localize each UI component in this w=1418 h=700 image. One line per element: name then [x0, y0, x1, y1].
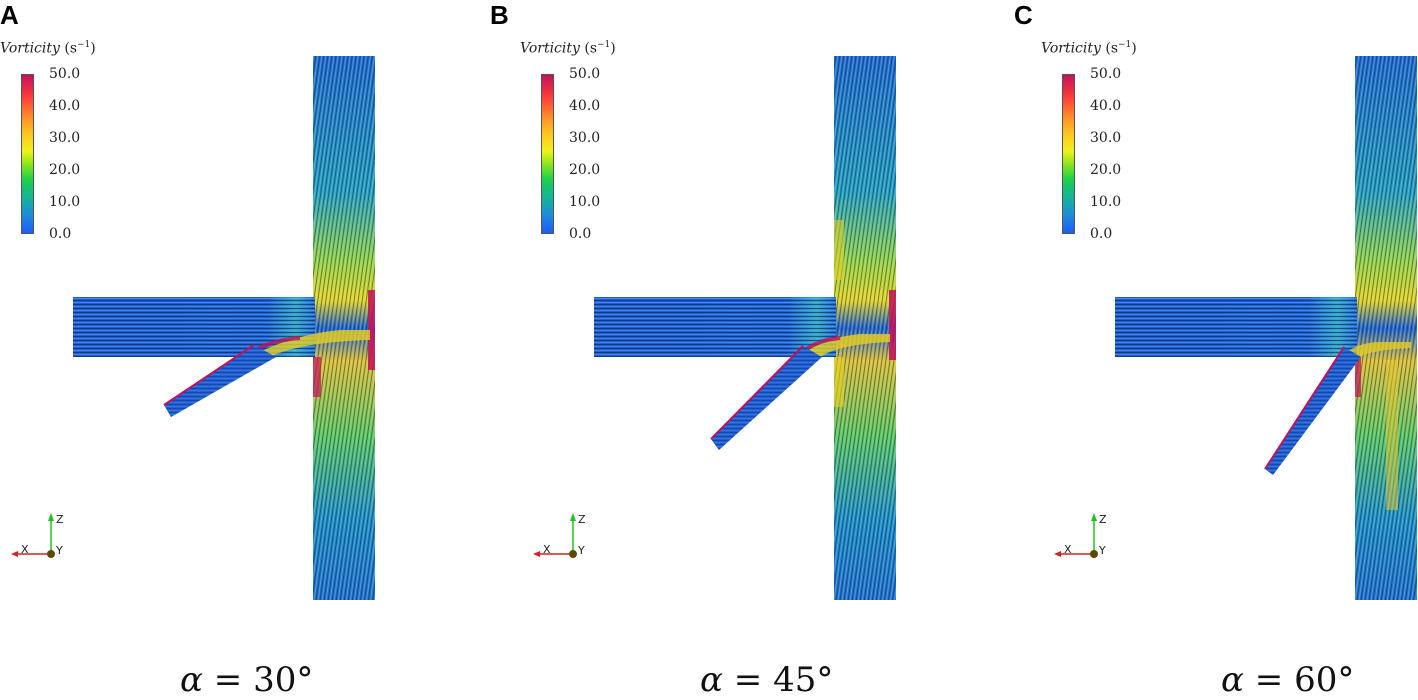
colorbar-tick: 0.0 [49, 226, 72, 242]
flow-domain: X Z Y [1054, 56, 1417, 600]
colorbar-tick: 50.0 [49, 66, 81, 82]
colorbar [1062, 74, 1075, 234]
branch-channel [1264, 346, 1361, 475]
colorbar-tick: 20.0 [1090, 162, 1122, 178]
axis-triad: X Z Y [11, 513, 64, 558]
colorbar-tick: 40.0 [1090, 98, 1122, 114]
panel-a: A Vorticity (s−1) 50.0 40.0 30.0 20.0 10… [0, 0, 473, 697]
svg-text:X: X [21, 543, 29, 556]
colorbar-tick: 20.0 [569, 162, 601, 178]
flow-domain: X Z Y [11, 56, 375, 600]
svg-text:Z: Z [56, 513, 64, 526]
angle-caption: α = 60° [1221, 660, 1355, 700]
colorbar-tick: 50.0 [1090, 66, 1122, 82]
colorbar [21, 74, 34, 234]
colorbar-tick: 20.0 [49, 162, 81, 178]
panel-letter: A [0, 0, 19, 30]
axis-triad: X Z Y [1054, 513, 1107, 558]
branch-channel [163, 344, 276, 417]
colorbar-tick: 30.0 [569, 130, 601, 146]
colorbar-tick: 10.0 [1090, 194, 1122, 210]
colorbar-title: Vorticity (s−1) [1041, 40, 1137, 57]
colorbar-tick: 30.0 [49, 130, 81, 146]
svg-text:X: X [1064, 543, 1072, 556]
colorbar-tick: 40.0 [569, 98, 601, 114]
svg-text:Z: Z [1099, 513, 1107, 526]
panel-b: B Vorticity (s−1) 50.0 40.0 30.0 20.0 10… [490, 0, 993, 700]
panel-letter: B [490, 0, 509, 30]
colorbar-tick: 30.0 [1090, 130, 1122, 146]
panel-letter: C [1014, 0, 1033, 30]
svg-text:Y: Y [577, 544, 585, 557]
svg-text:Z: Z [578, 513, 586, 526]
svg-text:Y: Y [1098, 544, 1106, 557]
colorbar [541, 74, 554, 234]
axis-triad: X Z Y [533, 513, 586, 558]
flow-domain: X Z Y [533, 56, 896, 600]
colorbar-tick: 10.0 [569, 194, 601, 210]
branch-channel [710, 345, 822, 450]
angle-caption: α = 45° [700, 660, 834, 700]
colorbar-tick: 0.0 [569, 226, 592, 242]
colorbar-title: Vorticity (s−1) [520, 40, 616, 57]
panel-c: C Vorticity (s−1) 50.0 40.0 30.0 20.0 10… [1014, 0, 1418, 700]
angle-caption: α = 30° [180, 660, 314, 700]
colorbar-tick: 50.0 [569, 66, 601, 82]
colorbar-tick: 40.0 [49, 98, 81, 114]
colorbar-tick: 10.0 [49, 194, 81, 210]
svg-text:X: X [543, 543, 551, 556]
colorbar-title: Vorticity (s−1) [0, 40, 96, 57]
svg-text:Y: Y [55, 544, 63, 557]
colorbar-tick: 0.0 [1090, 226, 1113, 242]
